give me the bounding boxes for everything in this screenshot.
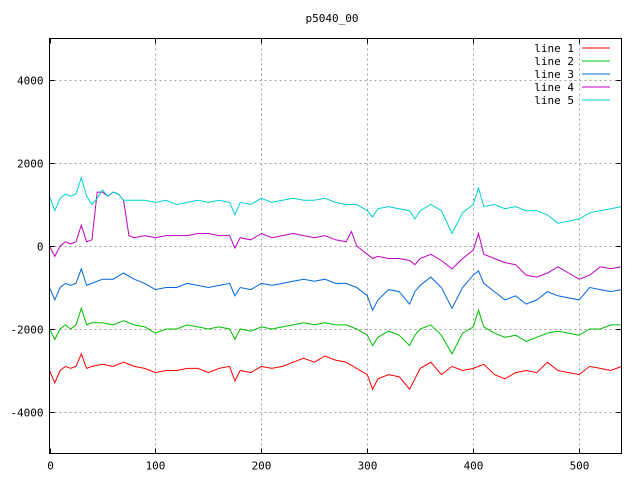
series-line-3 [49,267,622,312]
y-tick-label: 4000 [17,75,44,88]
x-tick-label: 500 [570,460,590,473]
y-tick-label: 0 [37,241,44,254]
legend-label: line 4 [534,81,574,94]
legend-label: line 3 [534,68,574,81]
grid [49,38,622,454]
y-tick-label: -4000 [10,407,43,420]
axis-ticks: 0 100 200 300 400 500 -4000 -2000 0 2000 4000 [10,38,622,473]
x-tick-label: 200 [252,460,272,473]
series-line-2 [49,306,622,355]
series-lines [49,175,622,391]
x-tick-label: 100 [146,460,166,473]
x-tick-label: 300 [358,460,378,473]
legend-label: line 1 [534,42,574,55]
x-tick-label: 0 [47,460,54,473]
series-line-1 [49,352,622,391]
y-tick-label: -2000 [10,324,43,337]
y-tick-label: 2000 [17,158,44,171]
chart-title: p5040_00 [306,12,359,25]
series-line-4 [49,191,622,280]
legend-label: line 2 [534,55,574,68]
series-line-5 [49,175,622,235]
legend-label: line 5 [534,94,574,107]
x-tick-label: 400 [464,460,484,473]
